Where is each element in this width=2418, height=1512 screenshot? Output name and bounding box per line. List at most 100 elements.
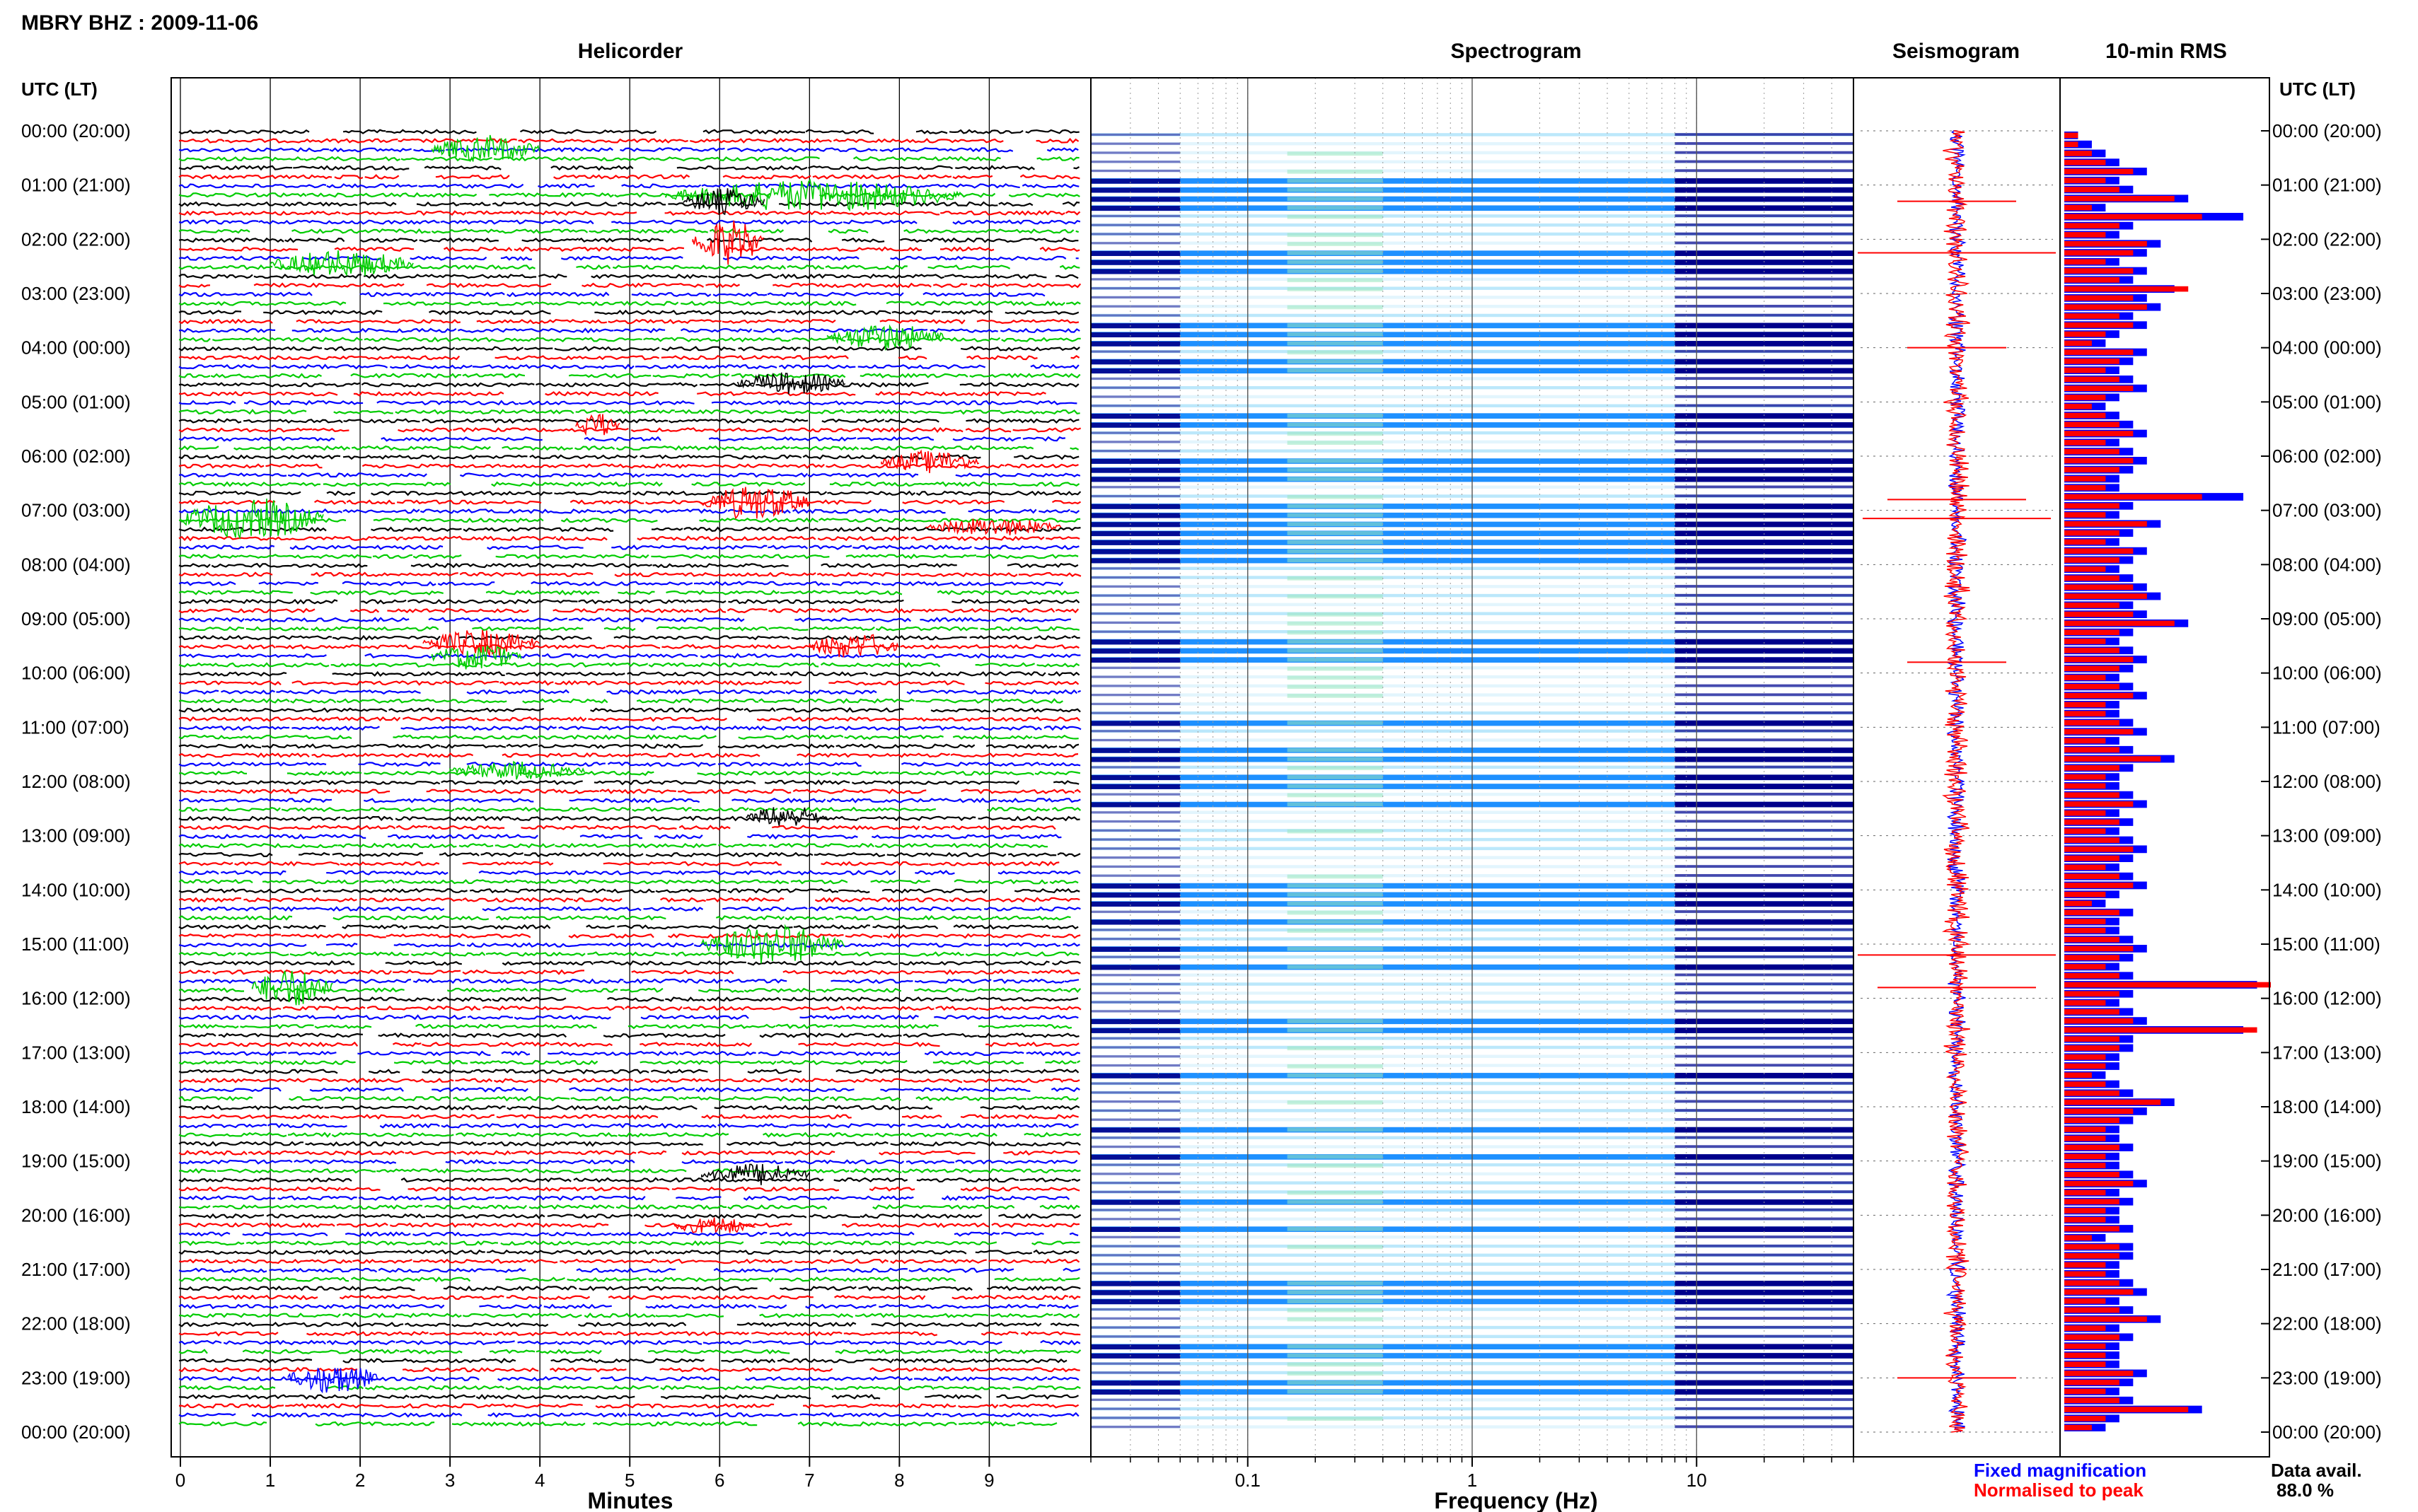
helicorder-x-tick-label: 8	[894, 1470, 904, 1491]
helicorder-trace	[178, 1385, 1081, 1391]
spectrogram-low-band	[1091, 666, 1181, 669]
helicorder-trace	[178, 1159, 1078, 1165]
spectrogram-microseism	[1287, 549, 1383, 554]
rms-bar-normalised	[2064, 584, 2134, 591]
time-tick-left: 15:00 (11:00)	[21, 934, 129, 955]
helicorder-trace	[178, 463, 1079, 470]
spectrogram-low-band	[1091, 1019, 1181, 1025]
spectrogram-low-band	[1091, 1145, 1181, 1148]
spectrogram-microseism	[1287, 694, 1383, 698]
spectrogram-high-band	[1674, 1154, 1853, 1160]
helicorder-trace	[178, 716, 1081, 722]
helicorder-event	[746, 807, 828, 826]
spectrogram-microseism	[1287, 305, 1383, 310]
helicorder-trace	[178, 1168, 1081, 1174]
rms-bar-normalised	[2064, 656, 2134, 663]
spectrogram-low-band	[1091, 467, 1181, 473]
rms-bar-normalised	[2064, 1280, 2119, 1286]
spectrogram-microseism	[1287, 260, 1383, 264]
spectrogram-microseism	[1287, 178, 1383, 183]
helicorder-trace	[178, 815, 1080, 822]
legend-fixed: Fixed magnification	[1974, 1460, 2146, 1481]
spectrogram-low-band	[1091, 1190, 1181, 1194]
spectrogram-low-band	[1091, 197, 1181, 202]
spectrogram-low-band	[1091, 250, 1181, 256]
spectrogram-high-band	[1674, 1389, 1853, 1395]
rms-bar-normalised	[2064, 503, 2119, 509]
spectrogram-low-band	[1091, 982, 1181, 986]
rms-bar-normalised	[2064, 1397, 2119, 1404]
rms-bar-normalised	[2064, 1253, 2119, 1259]
spectrogram-microseism	[1287, 1199, 1383, 1204]
spectrogram-low-band	[1091, 567, 1181, 570]
rms-bar-normalised	[2064, 1081, 2106, 1087]
rms-bar-normalised	[2064, 1316, 2147, 1322]
helicorder-trace	[178, 634, 1080, 641]
helicorder-trace	[178, 1330, 1081, 1337]
rms-bar-normalised	[2064, 1352, 2106, 1359]
time-tick-right: 06:00 (02:00)	[2272, 446, 2382, 467]
spectrogram-microseism	[1287, 1019, 1383, 1023]
helicorder-trace	[178, 1222, 1080, 1228]
spectrogram-panel: 0.1 1 10	[1090, 77, 1854, 1491]
spectrogram-low-band	[1091, 242, 1181, 245]
spectrogram-low-band	[1091, 1226, 1181, 1232]
spectrogram-low-band	[1091, 946, 1181, 952]
rms-bar-normalised	[2064, 1144, 2119, 1151]
helicorder-trace	[178, 1095, 1079, 1102]
spectrogram-low-band	[1091, 965, 1181, 970]
time-tick-left: 23:00 (19:00)	[21, 1367, 131, 1388]
helicorder-trace	[178, 364, 1080, 370]
spectrogram-low-band	[1091, 1037, 1181, 1040]
helicorder-trace	[178, 418, 1080, 424]
spectrogram-high-band	[1674, 214, 1853, 218]
spectrogram-high-band	[1674, 377, 1853, 380]
helicorder-trace	[178, 833, 1062, 840]
spectrogram-high-band	[1674, 955, 1853, 958]
rms-bar-normalised	[2064, 1334, 2119, 1340]
spectrogram-low-band	[1091, 314, 1181, 317]
rms-bar-normalised	[2064, 141, 2078, 147]
spectrogram-high-band	[1674, 774, 1853, 781]
helicorder-trace	[178, 1114, 1079, 1120]
spectrogram-low-band	[1091, 422, 1181, 428]
spectrogram-microseism	[1287, 513, 1383, 518]
helicorder-event	[673, 1217, 756, 1234]
spectrogram-low-band	[1091, 1263, 1181, 1266]
spectrogram-high-band	[1674, 801, 1853, 808]
spectrogram-low-band	[1091, 558, 1181, 564]
spectrogram-high-band	[1674, 359, 1853, 365]
rms-bar-normalised	[2064, 1045, 2119, 1051]
rms-bar-normalised	[2064, 1388, 2106, 1395]
spectrogram-high-band	[1674, 1308, 1853, 1311]
spectrogram-low-band	[1091, 395, 1181, 398]
rms-bar-normalised	[2064, 1289, 2134, 1295]
spectrogram-low-band	[1091, 829, 1181, 832]
spectrogram-low-band	[1091, 657, 1181, 663]
spectrogram-microseism	[1287, 151, 1383, 156]
rms-bar-normalised	[2064, 557, 2119, 563]
spectrogram-low-band	[1091, 1199, 1181, 1205]
time-tick-right: 18:00 (14:00)	[2272, 1096, 2382, 1117]
rms-bar-normalised	[2064, 240, 2147, 247]
spectrogram-microseism	[1287, 748, 1383, 752]
rms-bar-normalised	[2064, 575, 2119, 581]
helicorder-trace	[178, 562, 1079, 569]
helicorder-event	[251, 970, 333, 1006]
spectrogram-high-band	[1674, 196, 1853, 202]
helicorder-trace	[178, 1231, 1079, 1237]
rms-bar-normalised	[2064, 819, 2119, 825]
time-tick-right: 08:00 (04:00)	[2272, 554, 2382, 575]
rms-bar-normalised	[2064, 431, 2134, 436]
time-tick-left: 00:00 (20:00)	[21, 120, 131, 141]
rms-bar-normalised	[2064, 711, 2106, 716]
spectrogram-high-band	[1674, 1018, 1853, 1025]
rms-bar-normalised	[2064, 187, 2119, 192]
rms-bar-normalised	[2064, 132, 2078, 139]
helicorder-trace	[178, 1204, 1080, 1210]
rms-bar-normalised	[2064, 1226, 2119, 1232]
time-tick-right: 02:00 (22:00)	[2272, 228, 2382, 250]
helicorder-trace	[178, 147, 1079, 153]
rms-bar-normalised	[2064, 548, 2134, 554]
time-tick-left: 13:00 (09:00)	[21, 825, 131, 847]
